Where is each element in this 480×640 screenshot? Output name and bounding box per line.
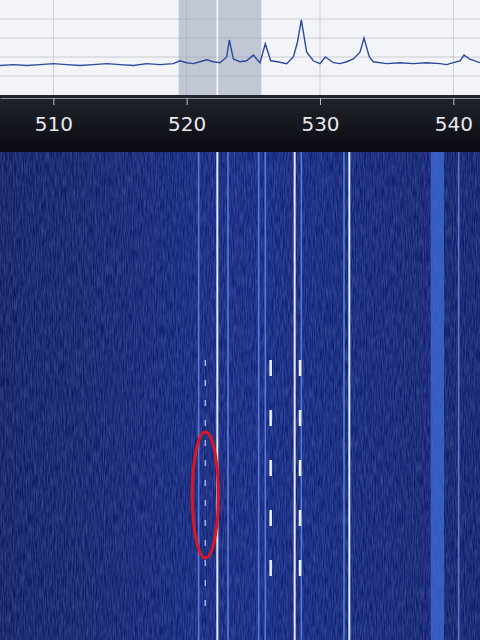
wide-band — [431, 152, 444, 640]
intermittent-signal — [299, 360, 302, 610]
tick-label: 510 — [35, 112, 73, 136]
tick-mark — [53, 98, 54, 105]
plot-area — [0, 20, 480, 66]
grid-line — [453, 0, 454, 95]
weak-carrier — [227, 152, 229, 640]
strong-carrier — [294, 152, 296, 640]
chart: 510 520 530 540 — [0, 0, 480, 640]
weak-carrier — [265, 152, 267, 640]
tick: 520 — [168, 98, 206, 136]
tick-label: 520 — [168, 112, 206, 136]
x-axis: 510 520 530 540 — [1, 98, 480, 136]
intermittent-signal — [205, 360, 207, 610]
strong-carrier — [348, 152, 350, 640]
waterfall — [199, 152, 459, 640]
weak-carrier — [198, 152, 200, 640]
grid-line — [53, 0, 54, 95]
intermittent-signal — [269, 360, 272, 610]
weak-carrier — [458, 152, 460, 640]
passband — [179, 0, 262, 95]
weak-carrier — [258, 152, 260, 640]
tick: 540 — [435, 98, 473, 136]
tick-mark — [187, 98, 188, 105]
spectrum-line — [0, 20, 480, 66]
tick-label: 540 — [435, 112, 473, 136]
strong-carrier — [216, 152, 218, 640]
tick-label: 530 — [301, 112, 339, 136]
grid-line — [320, 0, 321, 95]
waterfall-noise — [0, 152, 480, 640]
grid — [0, 0, 480, 95]
weak-carrier — [343, 152, 345, 640]
tick: 510 — [35, 98, 73, 136]
tuning-line — [217, 0, 219, 95]
spectrum-background — [0, 0, 480, 95]
axis-line — [1, 98, 480, 99]
tick-mark — [320, 98, 321, 105]
waterfall-background — [0, 152, 480, 640]
annotation-ellipse — [192, 432, 218, 558]
weak-carrier — [301, 152, 303, 640]
axis-strip — [0, 95, 480, 152]
tick: 530 — [301, 98, 339, 136]
tick-mark — [453, 98, 454, 105]
